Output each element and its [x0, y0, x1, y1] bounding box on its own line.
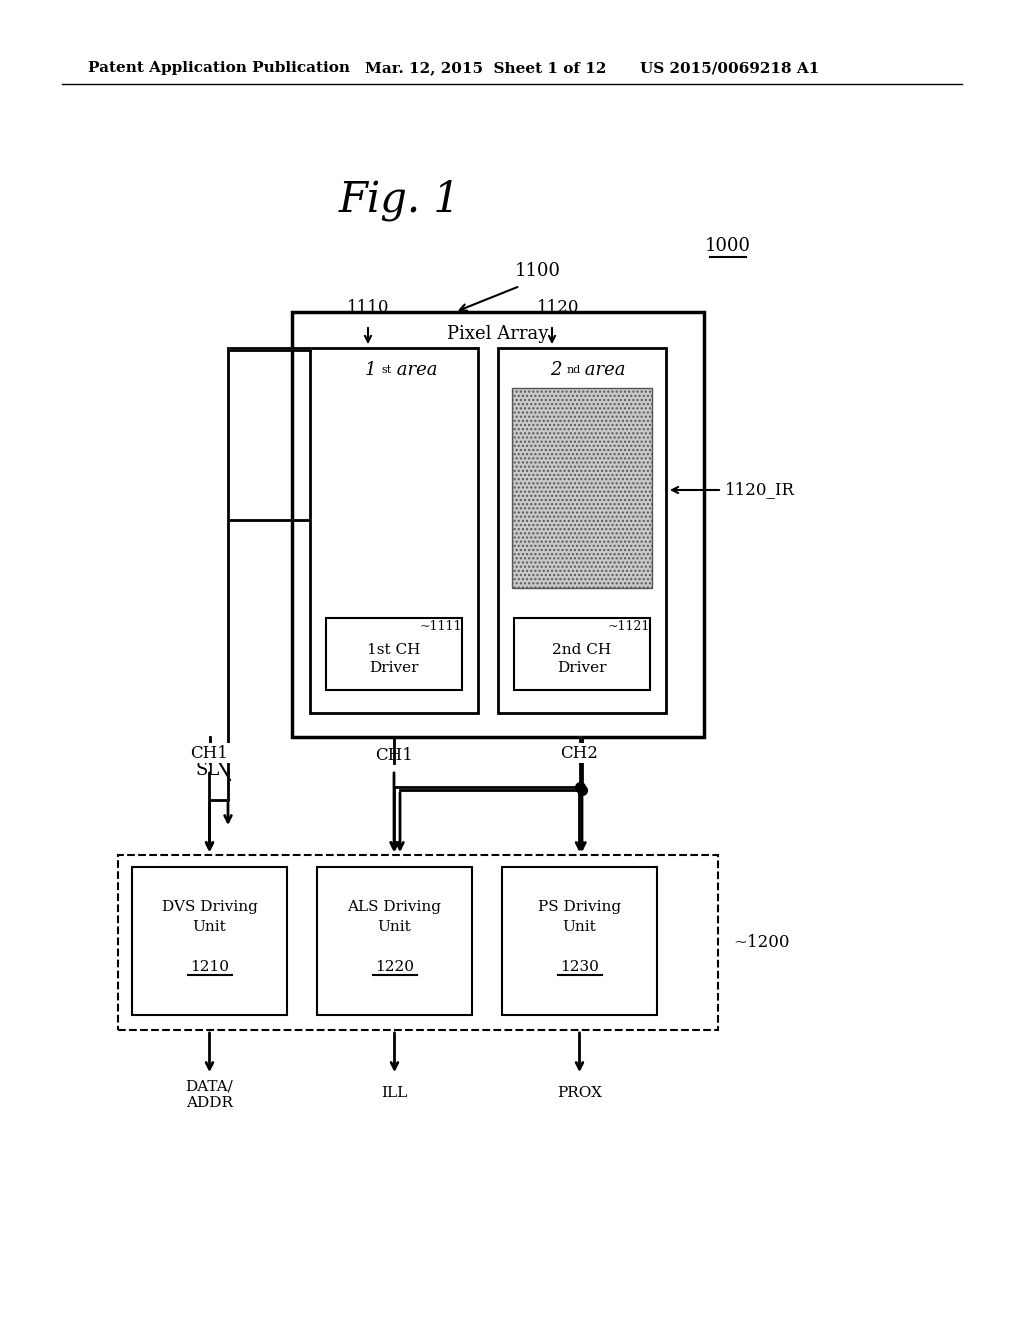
Text: st: st: [381, 366, 391, 375]
Bar: [292, 312, 705, 737]
Bar: [498, 348, 666, 713]
Bar: [502, 867, 657, 1015]
Bar: [512, 388, 652, 587]
Text: Driver: Driver: [370, 661, 419, 675]
Text: 1120: 1120: [537, 300, 580, 315]
Text: ADDR: ADDR: [186, 1096, 233, 1110]
Text: 1220: 1220: [375, 960, 414, 974]
Text: Mar. 12, 2015  Sheet 1 of 12: Mar. 12, 2015 Sheet 1 of 12: [365, 61, 606, 75]
Text: US 2015/0069218 A1: US 2015/0069218 A1: [640, 61, 819, 75]
Text: 1000: 1000: [705, 238, 751, 255]
Text: ~1111: ~1111: [420, 620, 462, 634]
Text: area: area: [579, 360, 626, 379]
Text: ~1121: ~1121: [607, 620, 650, 634]
Text: 1210: 1210: [190, 960, 229, 974]
Text: CH2: CH2: [563, 747, 601, 763]
Text: 1100: 1100: [515, 261, 561, 280]
Text: ALS Driving: ALS Driving: [347, 900, 441, 913]
Bar: [132, 867, 287, 1015]
Text: Unit: Unit: [378, 920, 412, 935]
Bar: [326, 618, 462, 690]
Text: 1st CH: 1st CH: [368, 643, 421, 657]
Text: Fig. 1: Fig. 1: [339, 180, 461, 220]
Text: Driver: Driver: [557, 661, 607, 675]
Text: Pixel Array: Pixel Array: [447, 325, 549, 343]
Text: 1: 1: [365, 360, 376, 379]
Text: CH1: CH1: [375, 747, 413, 763]
Bar: [310, 348, 478, 713]
Text: CH2: CH2: [560, 744, 598, 762]
Text: area: area: [391, 360, 437, 379]
Text: DVS Driving: DVS Driving: [162, 900, 257, 913]
Text: PS Driving: PS Driving: [538, 900, 622, 913]
Text: PROX: PROX: [557, 1086, 602, 1100]
Text: 2: 2: [551, 360, 562, 379]
Bar: [514, 618, 650, 690]
Text: 2nd CH: 2nd CH: [552, 643, 611, 657]
Text: DATA/: DATA/: [185, 1080, 233, 1094]
Text: Unit: Unit: [193, 920, 226, 935]
Text: Patent Application Publication: Patent Application Publication: [88, 61, 350, 75]
Bar: [317, 867, 472, 1015]
Text: ILL: ILL: [381, 1086, 408, 1100]
Text: ~1200: ~1200: [733, 935, 790, 950]
Bar: [118, 855, 718, 1030]
Text: SL: SL: [196, 762, 220, 779]
Text: Unit: Unit: [562, 920, 596, 935]
Text: 1230: 1230: [560, 960, 599, 974]
Text: 1110: 1110: [347, 300, 389, 315]
Text: CH1: CH1: [190, 744, 228, 762]
Text: 1120_IR: 1120_IR: [725, 482, 795, 499]
Text: nd: nd: [567, 366, 582, 375]
